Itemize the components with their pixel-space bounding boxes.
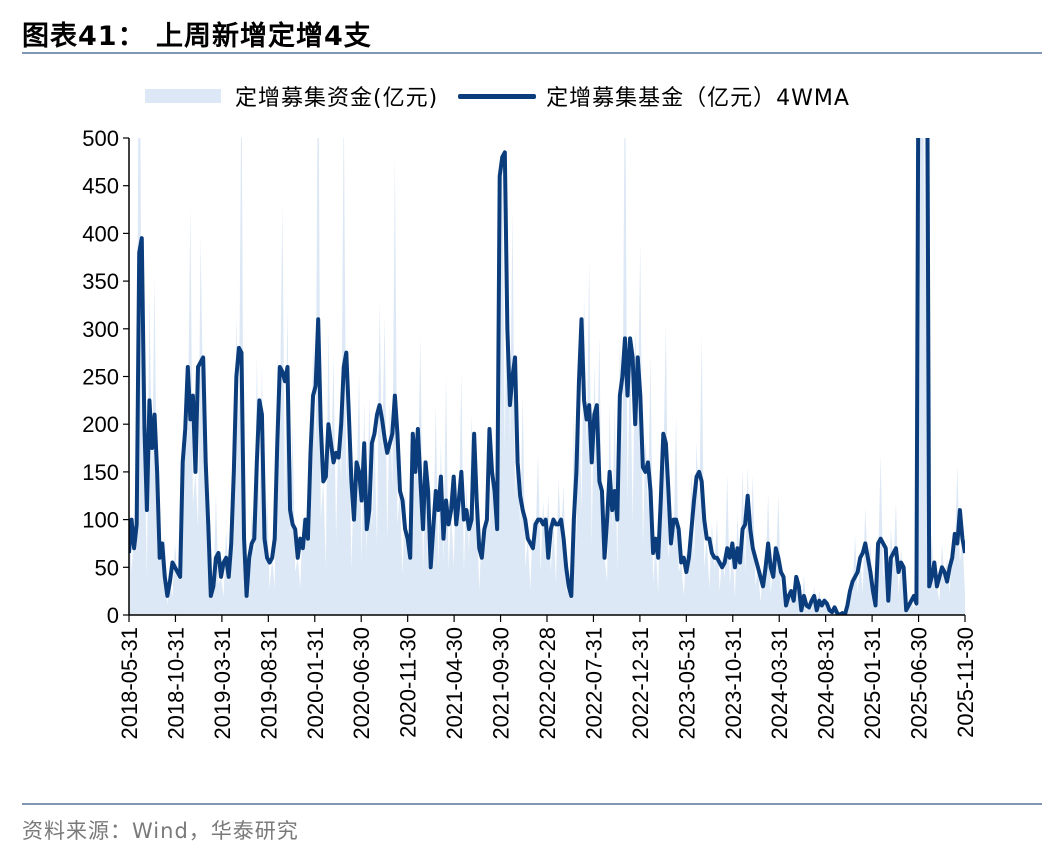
x-tick-label: 2019-03-31 — [210, 627, 235, 740]
axes: 0 50 100 150 200 250 300 350 400 450 500 2018-05-31… — [82, 126, 978, 740]
y-tick-label: 250 — [82, 365, 119, 390]
x-tick-label: 2024-03-31 — [767, 627, 792, 740]
legend-line-label: 定增募集基金（亿元）4WMA — [546, 86, 850, 111]
legend-line-swatch — [458, 93, 537, 99]
y-tick-label: 0 — [107, 603, 119, 628]
x-tick-label: 2024-08-31 — [814, 627, 839, 740]
x-tick-label: 2025-01-31 — [860, 627, 885, 740]
x-tick-label: 2022-07-31 — [581, 627, 606, 740]
top-rule — [22, 52, 1042, 54]
x-tick-label: 2021-09-30 — [489, 627, 514, 740]
y-tick-label: 150 — [82, 460, 119, 485]
x-tick-label: 2023-05-31 — [674, 627, 699, 740]
legend: 定增募集资金(亿元) 定增募集基金（亿元）4WMA — [145, 80, 870, 112]
y-tick-label: 50 — [95, 555, 119, 580]
y-tick-label: 500 — [82, 126, 119, 151]
y-tick-label: 450 — [82, 174, 119, 199]
legend-item-area: 定增募集资金(亿元) — [145, 80, 438, 112]
x-tick-label: 2018-05-31 — [117, 627, 142, 740]
legend-area-label: 定增募集资金(亿元) — [235, 86, 439, 111]
legend-area-swatch — [145, 89, 221, 103]
x-tick-label: 2020-11-30 — [396, 627, 421, 738]
x-tick-label: 2020-01-31 — [303, 627, 328, 740]
y-tick-label: 350 — [82, 269, 119, 294]
x-tick-label: 2025-06-30 — [907, 627, 932, 740]
x-tick-label: 2019-08-31 — [256, 627, 281, 740]
bottom-rule — [22, 803, 1042, 805]
area-path — [129, 138, 965, 615]
x-tick-label: 2018-10-31 — [163, 627, 188, 740]
x-tick-label: 2021-04-30 — [442, 627, 467, 740]
area-series — [129, 138, 965, 615]
y-tick-label: 300 — [82, 317, 119, 342]
x-tick-label: 2022-12-31 — [628, 627, 653, 740]
chart-title: 图表41： 上周新增定增4支 — [22, 21, 372, 52]
legend-item-line: 定增募集基金（亿元）4WMA — [458, 80, 850, 112]
y-tick-label: 100 — [82, 508, 119, 533]
x-tick-label: 2025-11-30 — [953, 627, 978, 738]
x-tick-label: 2023-10-31 — [721, 627, 746, 740]
line-series — [129, 138, 965, 615]
x-tick-label: 2020-06-30 — [349, 627, 374, 740]
line-path — [129, 138, 965, 615]
x-tick-label: 2022-02-28 — [535, 627, 560, 740]
source-note: 资料来源：Wind，华泰研究 — [22, 819, 299, 843]
y-tick-label: 400 — [82, 221, 119, 246]
y-tick-label: 200 — [82, 412, 119, 437]
